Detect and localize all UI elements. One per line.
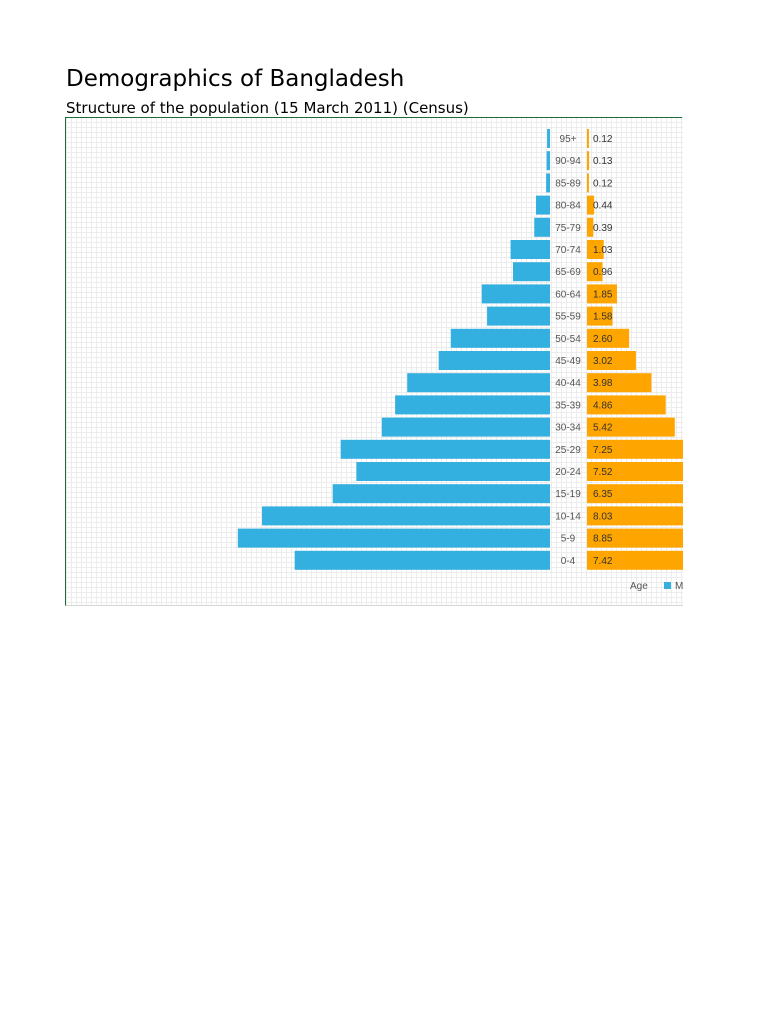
legend-entry-label: M [675,581,683,592]
female-bar [587,240,604,259]
age-group-label: 90-94 [555,156,581,167]
female-bar [587,417,675,437]
value-label: 4.86 [593,400,613,411]
female-bar [587,506,683,526]
value-label: 8.85 [593,534,613,545]
age-group-label: 45-49 [555,356,581,367]
value-label: 0.12 [593,178,613,189]
age-group-label: 35-39 [555,400,581,411]
age-group-label: 10-14 [555,511,581,522]
value-label: 7.25 [593,445,613,456]
age-group-label: 55-59 [555,312,581,323]
male-bar [332,484,550,504]
age-group-label: 30-34 [555,423,581,434]
age-group-label: 95+ [560,134,577,145]
value-label: 3.02 [593,356,613,367]
value-label: 1.03 [593,245,613,256]
male-bar [356,462,550,481]
male-bar [510,240,550,259]
value-label: 5.42 [593,423,613,434]
age-group-label: 20-24 [555,467,581,478]
male-bar [407,373,550,393]
male-bar [487,306,550,326]
age-group-label: 85-89 [555,178,581,189]
age-group-label: 25-29 [555,445,581,456]
value-label: 0.12 [593,134,613,145]
male-bar [546,151,550,171]
page-title: Demographics of Bangladesh [66,66,405,92]
age-group-label: 80-84 [555,201,581,212]
female-bar [587,262,603,282]
female-bar [587,351,636,370]
female-bar [587,373,652,393]
female-bar [587,328,630,348]
male-bar [395,395,550,415]
value-label: 2.60 [593,334,613,345]
female-bar [587,173,589,193]
female-bar [587,217,594,237]
female-bar [587,129,589,148]
male-bar [237,528,550,548]
male-bar [438,351,550,370]
age-group-label: 60-64 [555,289,581,300]
male-bar [340,439,550,459]
value-label: 3.98 [593,378,613,389]
value-label: 1.85 [593,289,613,300]
male-bar [535,195,550,215]
female-bar [587,528,683,548]
female-bar [587,462,683,481]
age-group-label: 0-4 [561,556,576,567]
age-group-label: 15-19 [555,489,581,500]
value-label: 1.58 [593,312,613,323]
male-bar [534,217,550,237]
population-pyramid-chart: 95+ 0.12 90-94 0.13 85-89 0.12 80-84 0.44 75-79 0… [237,129,683,592]
age-group-label: 40-44 [555,378,581,389]
female-bar [587,395,666,415]
male-bar [381,417,550,437]
value-label: 0.13 [593,156,613,167]
male-bar [547,129,550,148]
age-group-label: 5-9 [561,534,576,545]
value-label: 0.39 [593,223,613,234]
value-label: 0.96 [593,267,613,278]
female-bar [587,284,617,304]
age-group-label: 75-79 [555,223,581,234]
male-bar [481,284,550,304]
chart-area: 95+ 0.12 90-94 0.13 85-89 0.12 80-84 0.44 75-79 0… [65,117,683,606]
value-label: 7.52 [593,467,613,478]
female-bar [587,306,613,326]
female-bar [587,439,683,459]
age-group-label: 50-54 [555,334,581,345]
male-bar [262,506,550,526]
male-bar [450,328,550,348]
female-bar [587,484,683,504]
female-bar [587,151,590,171]
age-group-label: 65-69 [555,267,581,278]
male-bar [512,262,550,282]
value-label: 8.03 [593,511,613,522]
female-bar [587,195,595,215]
legend-title: Age [630,581,648,592]
female-bar [587,550,683,570]
page-subtitle: Structure of the population (15 March 20… [66,99,469,117]
chart-top-border [65,117,682,118]
legend-swatch [664,582,671,589]
male-bar [546,173,550,193]
age-group-label: 70-74 [555,245,581,256]
value-label: 0.44 [593,201,613,212]
male-bar [294,550,550,570]
value-label: 7.42 [593,556,613,567]
value-label: 6.35 [593,489,613,500]
